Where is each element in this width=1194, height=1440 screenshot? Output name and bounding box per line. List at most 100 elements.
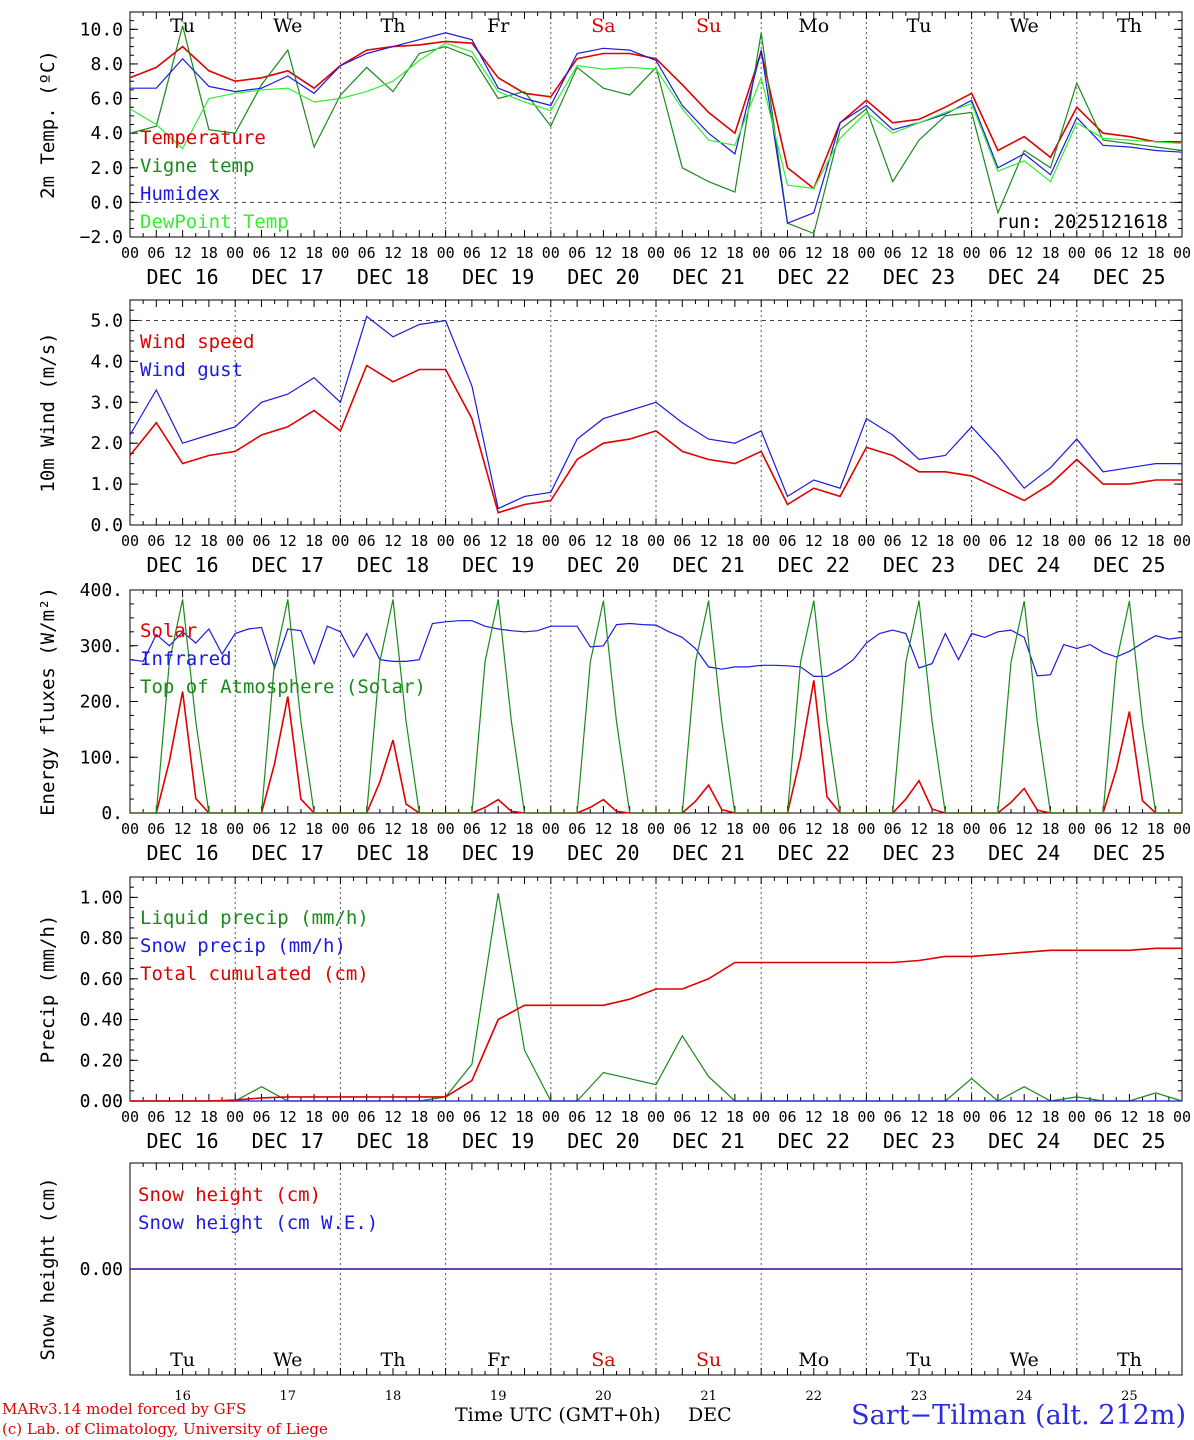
hour-tick-label: 06: [252, 820, 270, 838]
hour-tick-label: 06: [1094, 244, 1112, 262]
hour-tick-label: 00: [1173, 244, 1191, 262]
hour-tick-label: 18: [515, 532, 533, 550]
date-label: DEC 21: [672, 265, 744, 289]
y-tick-label: 0.80: [80, 928, 123, 949]
y-axis-label: Snow height (cm): [37, 1177, 59, 1360]
hour-tick-label: 00: [226, 244, 244, 262]
y-tick-label: 0.0: [90, 515, 123, 536]
hour-tick-label: 12: [174, 532, 192, 550]
hour-tick-label: 12: [594, 244, 612, 262]
hour-tick-label: 06: [989, 1108, 1007, 1126]
series-line-dewpoint-temp: [129, 42, 1183, 190]
hour-tick-label: 12: [700, 532, 718, 550]
hour-tick-label: 18: [1041, 532, 1059, 550]
hour-tick-label: 18: [831, 820, 849, 838]
weekday-label: Th: [381, 1349, 406, 1371]
hour-tick-label: 12: [174, 1108, 192, 1126]
hour-tick-label: 12: [279, 820, 297, 838]
y-axis-label: 2m Temp. (ºC): [37, 50, 59, 199]
hour-tick-label: 18: [621, 820, 639, 838]
hour-tick-label: 06: [358, 244, 376, 262]
hour-tick-label: 12: [910, 244, 928, 262]
hour-tick-label: 12: [1120, 1108, 1138, 1126]
y-tick-label: 400.: [80, 580, 123, 601]
month-label: DEC: [688, 1404, 732, 1426]
hour-tick-label: 00: [437, 1108, 455, 1126]
weekday-label: Th: [1117, 1349, 1142, 1371]
day-number-label: 23: [911, 1389, 928, 1404]
hour-tick-label: 12: [489, 820, 507, 838]
hour-tick-label: 00: [1173, 532, 1191, 550]
hour-tick-label: 00: [963, 820, 981, 838]
hour-tick-label: 00: [857, 820, 875, 838]
hour-tick-label: 00: [331, 1108, 349, 1126]
series-line-temperature: [129, 40, 1182, 190]
hour-tick-label: 06: [884, 820, 902, 838]
weekday-label: Tu: [907, 1349, 932, 1371]
day-number-label: 24: [1016, 1389, 1033, 1404]
hour-tick-label: 18: [621, 1108, 639, 1126]
date-label: DEC 23: [883, 265, 955, 289]
hour-tick-label: 12: [384, 1108, 402, 1126]
hour-tick-label: 06: [358, 532, 376, 550]
hour-tick-label: 06: [463, 532, 481, 550]
y-axis-label: Energy fluxes (W/m²): [37, 587, 59, 816]
series-line-top-of-atmosphere-solar: [130, 599, 1182, 814]
series-line-total-cumulated-cm: [130, 947, 1182, 1102]
hour-tick-label: 06: [358, 820, 376, 838]
hour-tick-label: 00: [963, 1108, 981, 1126]
hour-tick-label: 12: [594, 532, 612, 550]
hour-tick-label: 06: [568, 820, 586, 838]
date-label: DEC 22: [778, 841, 850, 865]
weekday-label: Sa: [591, 1349, 615, 1371]
hour-tick-label: 00: [857, 532, 875, 550]
weekday-label: Mo: [798, 15, 829, 37]
legend-entry: Snow precip (mm/h): [140, 935, 346, 957]
hour-tick-label: 00: [437, 244, 455, 262]
hour-tick-label: 12: [1015, 820, 1033, 838]
date-label: DEC 20: [567, 841, 639, 865]
date-label: DEC 22: [778, 1129, 850, 1153]
hour-tick-label: 12: [805, 532, 823, 550]
y-tick-label: 0.0: [90, 192, 123, 213]
hour-tick-label: 06: [147, 820, 165, 838]
date-label: DEC 18: [357, 553, 429, 577]
date-label: DEC 24: [988, 841, 1060, 865]
legend-entry: Wind speed: [140, 331, 254, 353]
date-label: DEC 25: [1093, 553, 1165, 577]
hour-tick-label: 00: [752, 532, 770, 550]
panel-1: −2.0 0.0 2.0 4.0 6.0 8.0 10.0 2m Temp. (ºC) Temp…: [37, 11, 1191, 289]
series-line-wind-gust: [129, 315, 1182, 510]
hour-tick-label: 00: [752, 244, 770, 262]
hour-tick-label: 18: [305, 820, 323, 838]
legend-entry: Infrared: [140, 648, 232, 670]
lab-credit: (c) Lab. of Climatology, University of L…: [2, 1420, 328, 1438]
legend-entry: Liquid precip (mm/h): [140, 907, 369, 929]
hour-tick-label: 18: [305, 244, 323, 262]
hour-tick-label: 00: [857, 1108, 875, 1126]
hour-tick-label: 18: [936, 1108, 954, 1126]
hour-tick-label: 06: [673, 1108, 691, 1126]
date-label: DEC 25: [1093, 1129, 1165, 1153]
hour-tick-label: 18: [410, 1108, 428, 1126]
hour-tick-label: 18: [1147, 1108, 1165, 1126]
hour-tick-label: 18: [1147, 532, 1165, 550]
date-label: DEC 17: [252, 553, 324, 577]
hour-tick-label: 12: [1120, 820, 1138, 838]
hour-tick-label: 00: [121, 1108, 139, 1126]
weekday-label: Fr: [487, 15, 510, 37]
hour-tick-label: 18: [831, 244, 849, 262]
series-line-wind-speed: [129, 364, 1182, 514]
y-axis-label: Precip (mm/h): [37, 915, 59, 1064]
hour-tick-label: 12: [1120, 532, 1138, 550]
hour-tick-label: 00: [226, 532, 244, 550]
hour-tick-label: 06: [884, 1108, 902, 1126]
hour-tick-label: 12: [279, 532, 297, 550]
date-label: DEC 24: [988, 553, 1060, 577]
date-label: DEC 24: [988, 265, 1060, 289]
hour-tick-label: 00: [226, 820, 244, 838]
hour-tick-label: 00: [752, 1108, 770, 1126]
legend-entry: Snow height (cm): [138, 1184, 321, 1206]
hour-tick-label: 12: [805, 820, 823, 838]
hour-tick-label: 06: [252, 1108, 270, 1126]
